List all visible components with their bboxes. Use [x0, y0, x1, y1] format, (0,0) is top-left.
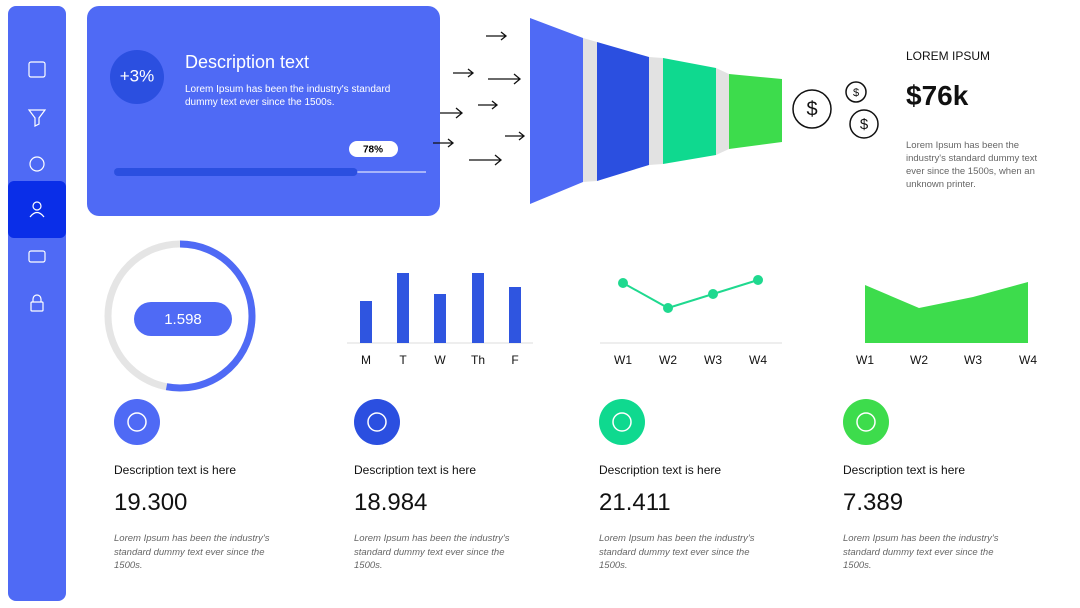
svg-text:$: $: [806, 98, 817, 120]
bar: [360, 301, 372, 343]
stat-value: 7.389: [843, 489, 904, 516]
x-tick-label: W: [434, 353, 446, 367]
stat-value: 18.984: [354, 489, 428, 516]
funnel: [530, 18, 782, 204]
stat-title: Description text is here: [599, 463, 722, 477]
stat-title: Description text is here: [354, 463, 477, 477]
bar: [509, 287, 521, 343]
x-tick-label: M: [361, 353, 371, 367]
x-tick-label: F: [511, 353, 518, 367]
svg-text:$: $: [853, 87, 859, 99]
badge-text: +3%: [120, 66, 155, 85]
bar: [434, 294, 446, 343]
lock-icon-shackle: [32, 294, 42, 302]
case-icon[interactable]: [28, 250, 46, 263]
x-tick-label: W4: [1019, 353, 1037, 367]
point: [708, 289, 718, 299]
x-tick-label: W1: [614, 353, 632, 367]
revenue-body: Lorem Ipsum has been the industry's stan…: [906, 140, 1038, 190]
stat-glyph: [127, 412, 147, 432]
card-title: Description text: [185, 52, 310, 72]
x-tick-label: W2: [659, 353, 677, 367]
stat-icon: [599, 399, 645, 445]
stat-body: Lorem Ipsum has been the industry's stan…: [354, 533, 510, 571]
point: [753, 275, 763, 285]
stat-icon: [354, 399, 400, 445]
point: [663, 303, 673, 313]
stat-glyph: [367, 412, 387, 432]
users-icon[interactable]: [32, 201, 42, 211]
funnel-icon[interactable]: [27, 109, 47, 127]
bar: [472, 273, 484, 343]
stat-title: Description text is here: [114, 463, 237, 477]
x-tick-label: T: [399, 353, 407, 367]
arrows: [433, 31, 526, 166]
dollar-signs: $ $ $: [806, 87, 868, 133]
stat-title: Description text is here: [843, 463, 966, 477]
progress-pill: [349, 141, 398, 157]
svg-text:$: $: [860, 116, 869, 133]
calendar-icon[interactable]: [28, 61, 46, 78]
stat-body: Lorem Ipsum has been the industry's stan…: [843, 533, 999, 571]
stat-body: Lorem Ipsum has been the industry's stan…: [599, 533, 755, 571]
line: [622, 279, 759, 310]
lock-icon[interactable]: [30, 301, 44, 312]
revenue-label: LOREM IPSUM: [906, 49, 991, 63]
summary-card: [87, 6, 440, 216]
x-tick-label: W4: [749, 353, 767, 367]
ring-value: 1.598: [164, 311, 202, 328]
users-icon-base: [29, 211, 45, 218]
sidebar-icons: [27, 61, 47, 312]
revenue-value: $76k: [906, 80, 969, 111]
badge: [110, 50, 164, 104]
ring-arc: [165, 240, 256, 392]
stat-glyph: [856, 412, 876, 432]
card-body: Lorem Ipsum has been the industry's stan…: [185, 84, 391, 108]
x-tick-label: W3: [704, 353, 722, 367]
ring-pill: [134, 302, 232, 336]
progress-fill: [114, 168, 358, 176]
settings-icon[interactable]: [29, 156, 45, 172]
x-tick-label: W2: [910, 353, 928, 367]
stat-icon: [843, 399, 889, 445]
sidebar: [8, 6, 66, 601]
x-tick-label: W1: [856, 353, 874, 367]
dollar-icons: [792, 81, 879, 139]
x-tick-label: W3: [964, 353, 982, 367]
stat-icon: [114, 399, 160, 445]
bar: [397, 273, 409, 343]
stat-value: 19.300: [114, 489, 188, 516]
point: [618, 278, 628, 288]
stat-body: Lorem Ipsum has been the industry's stan…: [114, 533, 270, 571]
stat-glyph: [612, 412, 632, 432]
area: [865, 282, 1028, 343]
x-tick-label: Th: [471, 353, 485, 367]
progress-label: 78%: [363, 145, 383, 156]
stat-value: 21.411: [599, 489, 671, 516]
